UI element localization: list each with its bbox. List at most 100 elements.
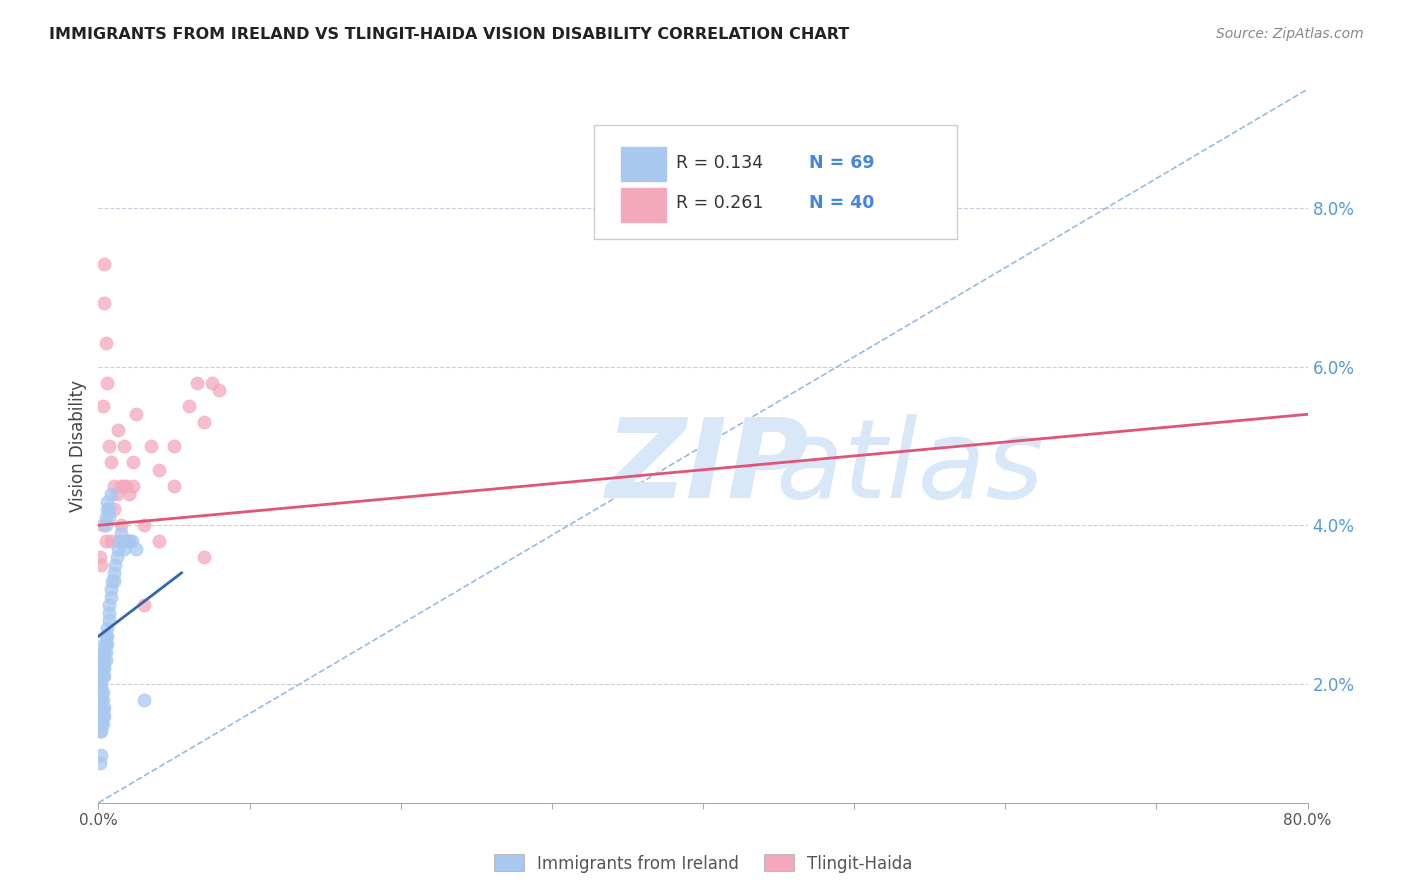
Point bbox=[89, 677, 111, 691]
Legend: Immigrants from Ireland, Tlingit-Haida: Immigrants from Ireland, Tlingit-Haida bbox=[486, 847, 920, 880]
Point bbox=[89, 716, 111, 731]
Point bbox=[90, 716, 112, 731]
Point bbox=[208, 384, 231, 398]
Point bbox=[98, 606, 121, 620]
Point bbox=[122, 478, 145, 492]
Point bbox=[112, 439, 135, 453]
Point bbox=[89, 549, 111, 564]
Point bbox=[132, 692, 155, 706]
Point bbox=[96, 621, 118, 635]
Point bbox=[114, 478, 136, 492]
Point bbox=[90, 700, 112, 714]
Point bbox=[89, 708, 111, 723]
Point bbox=[103, 574, 125, 588]
Point bbox=[101, 574, 124, 588]
Point bbox=[98, 598, 121, 612]
Point bbox=[186, 376, 208, 390]
Point bbox=[93, 700, 115, 714]
Point bbox=[100, 534, 122, 549]
Point bbox=[98, 510, 121, 524]
Point bbox=[163, 439, 186, 453]
Point bbox=[96, 494, 118, 508]
Point bbox=[90, 653, 112, 667]
Point bbox=[104, 558, 127, 572]
Point bbox=[89, 661, 111, 675]
Text: R = 0.261: R = 0.261 bbox=[676, 194, 763, 212]
Point bbox=[90, 748, 112, 763]
Point bbox=[96, 376, 118, 390]
Point bbox=[108, 534, 131, 549]
Point bbox=[93, 637, 115, 651]
Point bbox=[91, 685, 114, 699]
Point bbox=[112, 478, 135, 492]
Text: N = 69: N = 69 bbox=[810, 153, 875, 171]
Point bbox=[93, 669, 115, 683]
Point bbox=[103, 478, 125, 492]
Text: R = 0.134: R = 0.134 bbox=[676, 153, 763, 171]
Point bbox=[122, 455, 145, 469]
Point bbox=[90, 677, 112, 691]
Point bbox=[98, 614, 121, 628]
Point bbox=[91, 661, 114, 675]
Point bbox=[94, 629, 117, 643]
Point bbox=[193, 415, 215, 429]
Point bbox=[94, 518, 117, 533]
FancyBboxPatch shape bbox=[620, 146, 666, 182]
Point bbox=[90, 685, 112, 699]
Point bbox=[94, 645, 117, 659]
FancyBboxPatch shape bbox=[595, 125, 957, 239]
Point bbox=[103, 502, 125, 516]
Point bbox=[98, 439, 121, 453]
Y-axis label: Vision Disability: Vision Disability bbox=[69, 380, 87, 512]
Point bbox=[90, 724, 112, 739]
Point bbox=[132, 598, 155, 612]
Point bbox=[110, 526, 132, 541]
Point bbox=[179, 400, 201, 414]
Point bbox=[90, 708, 112, 723]
Point bbox=[89, 692, 111, 706]
Point bbox=[163, 478, 186, 492]
Point bbox=[90, 692, 112, 706]
Point bbox=[93, 653, 115, 667]
Point bbox=[94, 335, 117, 350]
Point bbox=[96, 502, 118, 516]
Point bbox=[111, 534, 134, 549]
Point bbox=[110, 478, 132, 492]
Point bbox=[96, 637, 118, 651]
Point bbox=[100, 455, 122, 469]
Point bbox=[125, 542, 148, 557]
Point bbox=[94, 653, 117, 667]
Point bbox=[107, 534, 129, 549]
Point bbox=[100, 582, 122, 596]
Point bbox=[103, 566, 125, 580]
Point bbox=[91, 700, 114, 714]
Text: IMMIGRANTS FROM IRELAND VS TLINGIT-HAIDA VISION DISABILITY CORRELATION CHART: IMMIGRANTS FROM IRELAND VS TLINGIT-HAIDA… bbox=[49, 27, 849, 42]
Point bbox=[201, 376, 224, 390]
Point bbox=[148, 534, 170, 549]
Point bbox=[105, 549, 128, 564]
Point bbox=[90, 669, 112, 683]
Point bbox=[91, 653, 114, 667]
Point bbox=[193, 549, 215, 564]
Point bbox=[91, 400, 114, 414]
Point bbox=[100, 486, 122, 500]
Point bbox=[125, 407, 148, 421]
Text: atlas: atlas bbox=[776, 414, 1045, 521]
Point bbox=[89, 685, 111, 699]
Point bbox=[132, 518, 155, 533]
Point bbox=[112, 542, 135, 557]
Text: ZIP: ZIP bbox=[606, 414, 810, 521]
Point bbox=[90, 661, 112, 675]
Point bbox=[90, 558, 112, 572]
Point bbox=[91, 518, 114, 533]
Point bbox=[118, 486, 141, 500]
Point bbox=[93, 645, 115, 659]
Point bbox=[107, 542, 129, 557]
Point bbox=[118, 534, 141, 549]
Point bbox=[110, 518, 132, 533]
Point bbox=[96, 629, 118, 643]
Point bbox=[94, 510, 117, 524]
Point bbox=[91, 716, 114, 731]
Point bbox=[93, 257, 115, 271]
Point bbox=[114, 534, 136, 549]
